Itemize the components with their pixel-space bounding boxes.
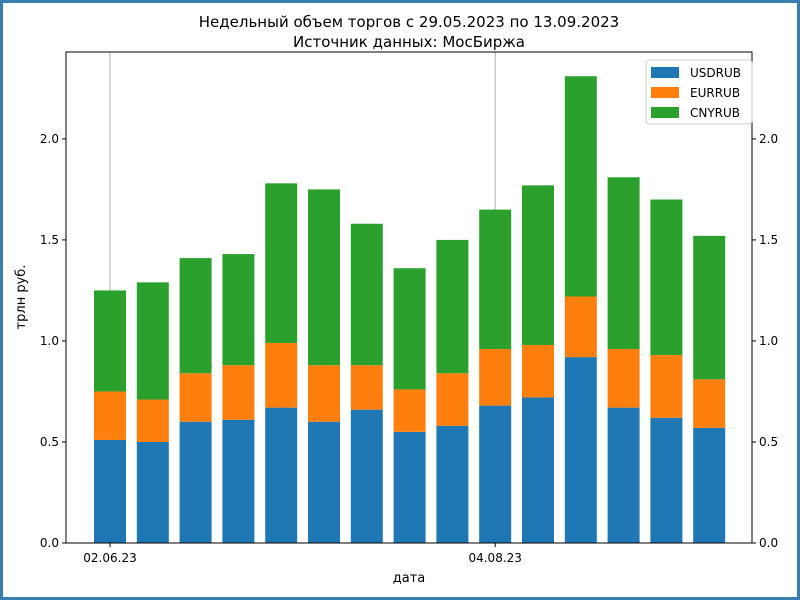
bar-usdrub — [479, 405, 512, 543]
legend-swatch-usdrub — [651, 67, 679, 78]
chart-subtitle: Источник данных: МосБиржа — [293, 33, 525, 51]
y-tick-label-right: 1.5 — [759, 233, 778, 247]
bar-cnyrub — [436, 239, 469, 374]
bar-cnyrub — [393, 268, 426, 390]
bar-eurrub — [650, 355, 683, 418]
bar-eurrub — [522, 344, 554, 398]
bar-cnyrub — [179, 258, 212, 374]
bar-usdrub — [265, 407, 298, 543]
bar-usdrub — [393, 431, 426, 543]
y-tick-label-left: 1.5 — [40, 233, 59, 247]
bar-eurrub — [693, 379, 726, 428]
bar-cnyrub — [564, 76, 597, 297]
y-tick-label-left: 0.0 — [40, 536, 59, 550]
bar-eurrub — [265, 342, 298, 408]
bar-eurrub — [222, 365, 255, 420]
chart-title: Недельный объем торгов с 29.05.2023 по 1… — [199, 13, 619, 31]
bar-cnyrub — [650, 199, 683, 356]
y-tick-label-left: 2.0 — [40, 132, 59, 146]
bar-eurrub — [564, 296, 597, 358]
x-tick-label: 04.08.23 — [468, 551, 521, 565]
bar-usdrub — [607, 407, 640, 543]
bar-usdrub — [179, 421, 212, 543]
bar-eurrub — [607, 349, 640, 408]
x-tick-label: 02.06.23 — [83, 551, 136, 565]
bar-usdrub — [222, 419, 255, 543]
y-tick-label-right: 2.0 — [759, 132, 778, 146]
bar-cnyrub — [308, 189, 340, 366]
bar-cnyrub — [222, 254, 255, 366]
bar-eurrub — [308, 365, 340, 422]
bar-cnyrub — [265, 183, 298, 343]
bar-usdrub — [522, 397, 554, 543]
legend: USDRUB EURRUB CNYRUB — [645, 59, 753, 125]
y-tick-label-right: 0.0 — [759, 536, 778, 550]
bar-cnyrub — [607, 177, 640, 350]
legend-label-eurrub: EURRUB — [690, 86, 740, 100]
legend-label-usdrub: USDRUB — [690, 66, 741, 80]
bar-cnyrub — [94, 290, 126, 392]
bar-usdrub — [308, 421, 340, 543]
y-tick-label-left: 0.5 — [40, 435, 59, 449]
bar-usdrub — [650, 417, 683, 543]
bar-cnyrub — [693, 235, 726, 380]
y-axis-label: трлн руб. — [14, 265, 29, 330]
y-tick-label-right: 1.0 — [759, 334, 778, 348]
bar-eurrub — [393, 389, 426, 432]
x-axis-label: дата — [393, 571, 426, 586]
tick-layer: 0.0 0.0 0.5 0.5 1.0 1.0 1.5 1.5 2.0 2.0 02.06.23 04… — [40, 132, 778, 565]
bar-eurrub — [350, 365, 383, 410]
bar-usdrub — [136, 441, 169, 543]
y-tick-label-left: 1.0 — [40, 334, 59, 348]
y-tick-label-right: 0.5 — [759, 435, 778, 449]
bar-layer — [94, 76, 726, 543]
bar-cnyrub — [479, 209, 512, 350]
bar-eurrub — [94, 391, 126, 440]
bar-cnyrub — [350, 223, 383, 366]
bar-eurrub — [136, 399, 169, 442]
bar-usdrub — [436, 425, 469, 543]
legend-swatch-cnyrub — [651, 107, 679, 118]
legend-label-cnyrub: CNYRUB — [690, 106, 740, 120]
bar-usdrub — [350, 409, 383, 543]
bar-usdrub — [564, 357, 597, 543]
plot-area-border — [65, 51, 753, 544]
bar-cnyrub — [522, 185, 554, 345]
bar-usdrub — [693, 427, 726, 543]
bar-eurrub — [479, 349, 512, 406]
bar-eurrub — [436, 373, 469, 426]
bar-usdrub — [94, 439, 126, 543]
bar-eurrub — [179, 373, 212, 422]
bar-cnyrub — [136, 282, 169, 400]
legend-swatch-eurrub — [651, 87, 679, 98]
